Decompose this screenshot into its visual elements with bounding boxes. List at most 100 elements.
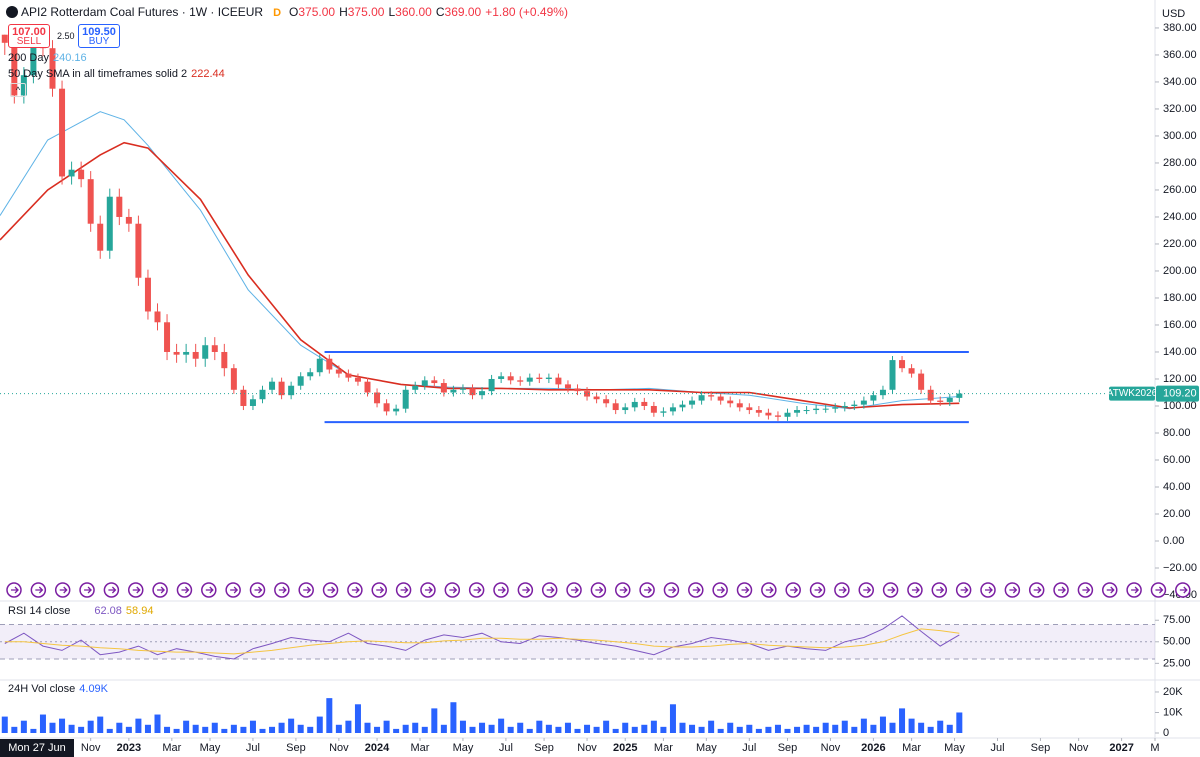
event-icon[interactable] [541,582,558,598]
event-icon-arrow [1179,586,1188,594]
event-icon[interactable] [6,582,22,598]
volume-bar [383,720,390,733]
candle-body [173,351,180,355]
event-icon[interactable] [152,582,168,598]
event-icon[interactable] [663,582,680,598]
event-icon[interactable] [444,582,461,598]
y-tick-label: 160.00 [1163,319,1197,331]
event-icon[interactable] [931,582,948,598]
event-icon[interactable] [785,582,801,598]
candle-body [784,412,791,417]
event-icon[interactable] [420,582,436,598]
volume-bar [421,726,428,733]
volume-bar [593,726,600,733]
event-icon[interactable] [712,582,728,598]
event-icon[interactable] [882,582,899,598]
event-icon[interactable] [201,582,217,598]
buy-button[interactable]: 109.50 BUY [78,24,120,48]
event-icon[interactable] [834,582,850,598]
event-icon-arrow [887,586,896,594]
event-icon[interactable] [736,582,753,598]
event-icon-arrow [303,586,312,594]
sell-button[interactable]: 107.00 SELL [8,24,50,48]
volume-bar [584,724,591,733]
rsi-legend[interactable]: RSI 14 close 62.08 58.94 [8,605,153,617]
y-tick-label: 25.00 [1163,657,1191,669]
volume-bar [669,704,676,733]
event-icon[interactable] [493,582,509,598]
event-icon[interactable] [1175,582,1191,598]
event-icon[interactable] [103,582,120,598]
symbol-tag-label: ATWK2026 [1107,388,1158,399]
event-icon[interactable] [955,582,972,598]
y-tick-label: 80.00 [1163,427,1191,439]
event-icon[interactable] [371,582,387,598]
event-icon[interactable] [30,582,47,598]
candle-body [660,411,667,413]
event-icon[interactable] [322,582,339,598]
volume-bar [650,720,657,733]
y-tick-label: 20K [1163,686,1183,698]
event-icon[interactable] [176,582,193,598]
candle-body [402,389,409,409]
event-icon[interactable] [128,582,144,598]
volume-bar [813,726,820,733]
event-icon[interactable] [1150,582,1167,598]
event-icon[interactable] [688,582,704,598]
y-tick-label: 260.00 [1163,184,1197,196]
event-icon[interactable] [517,582,534,598]
volume-bar [717,728,724,733]
event-icon[interactable] [615,582,631,598]
event-icon[interactable] [809,582,826,598]
ohlc-value: 360.00 [395,5,432,19]
event-icon[interactable] [274,582,290,598]
event-icon[interactable] [1126,582,1142,598]
symbol-title[interactable]: API2 Rotterdam Coal Futures · 1W · ICEEU… [21,5,264,19]
event-icon[interactable] [1004,582,1021,598]
indicator-name: 200 Day [8,52,49,64]
event-icon[interactable] [566,582,582,598]
volume-bar [832,724,839,733]
currency-label[interactable]: USD [1162,8,1186,20]
candle-body [641,401,648,406]
event-icon-arrow [717,586,726,594]
volume-bar [679,722,686,733]
event-icon-arrow [1155,586,1164,594]
ohlc-label: C [435,5,445,19]
indicator-legend[interactable]: 50 Day SMA in all timeframes solid 2 222.… [8,68,225,80]
event-icon[interactable] [225,582,241,598]
event-icon[interactable] [395,582,412,598]
ohlc-value: 375.00 [347,5,385,19]
event-icon[interactable] [1053,582,1069,598]
candle-body [536,377,543,379]
event-icon[interactable] [54,582,71,598]
collapse-legend-button[interactable]: ^ [10,83,26,97]
event-icon[interactable] [1102,582,1118,598]
event-icon-arrow [11,586,19,594]
ohlc-value: 369.00 [444,5,482,19]
event-icon[interactable] [249,582,266,598]
volume-bar [87,720,94,733]
event-icon[interactable] [639,582,655,598]
volume-bar [402,724,409,733]
market-status: D [273,7,282,19]
volume-legend[interactable]: 24H Vol close 4.09K [8,683,108,695]
event-icon-arrow [108,586,117,594]
event-icon[interactable] [79,582,95,598]
event-icon[interactable] [858,582,874,598]
event-icon[interactable] [761,582,777,598]
event-icon[interactable] [298,582,314,598]
event-icon[interactable] [907,582,923,598]
event-icon[interactable] [980,582,996,598]
candle-body [249,399,256,406]
indicator-legend[interactable]: 200 Day 240.16 [8,52,87,64]
event-icon[interactable] [590,582,607,598]
volume-bar [946,724,953,733]
event-icon[interactable] [1077,582,1094,598]
volume-bar [288,718,295,733]
event-icon[interactable] [468,582,485,598]
volume-bar [545,724,552,733]
event-icon[interactable] [347,582,363,598]
event-icon[interactable] [1028,582,1045,598]
